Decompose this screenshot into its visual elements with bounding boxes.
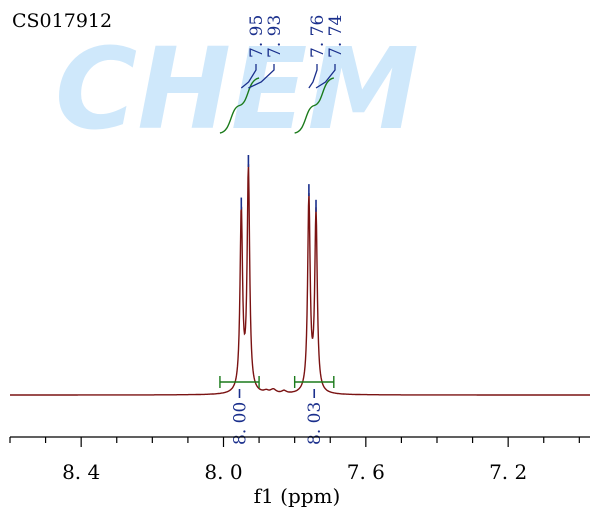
peak-label-2: 7. 76 [308, 15, 328, 58]
peak-connector-0 [240, 64, 257, 89]
peak-connector-1 [248, 64, 275, 89]
peak-labels: 7. 957. 93 7. 767. 74 [240, 15, 346, 89]
peak-label-0: 7. 95 [247, 15, 267, 58]
x-axis: 8. 4 8. 0 7. 6 7. 2 [9, 436, 590, 484]
sample-id: CS017912 [12, 10, 112, 32]
integral-curve-1 [294, 77, 335, 134]
integral-value-0: 8. 00 [231, 402, 251, 445]
tick-label-3: 7. 2 [489, 460, 527, 484]
peak-connector-3 [315, 64, 336, 89]
peak-label-3: 7. 74 [326, 15, 346, 58]
integral-curve-0 [219, 77, 260, 134]
spectrum [10, 155, 590, 396]
integral-curves [219, 77, 335, 134]
tick-label-1: 8. 0 [204, 460, 242, 484]
peak-connector-2 [308, 64, 318, 89]
integral-bars: 8. 00 8. 03 [219, 376, 335, 445]
tick-label-2: 7. 6 [347, 460, 385, 484]
tick-label-0: 8. 4 [62, 460, 100, 484]
x-axis-label: f1 (ppm) [254, 484, 341, 508]
integral-value-1: 8. 03 [305, 402, 325, 445]
watermark-text: CHEM [55, 25, 419, 155]
peak-label-1: 7. 93 [265, 15, 285, 58]
spectrum-trace [10, 164, 590, 396]
